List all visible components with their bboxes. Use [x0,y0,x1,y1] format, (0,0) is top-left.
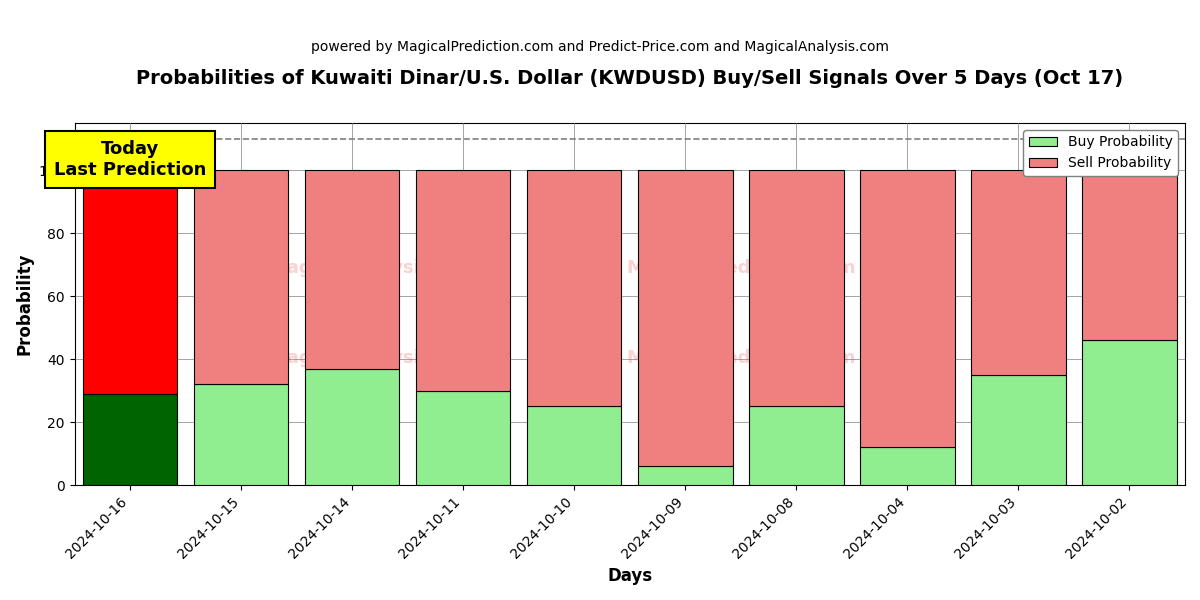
Bar [416,170,510,391]
Bar [971,170,1066,375]
Text: MagicalAnalysis.com: MagicalAnalysis.com [270,259,479,277]
Bar [860,170,955,448]
Bar [194,385,288,485]
Bar [860,448,955,485]
Text: MagicalPrediction.com: MagicalPrediction.com [626,259,856,277]
Bar [749,406,844,485]
Bar [83,170,178,394]
Bar [83,394,178,485]
Bar [638,466,732,485]
Text: MagicalAnalysis.com: MagicalAnalysis.com [270,349,479,367]
Title: Probabilities of Kuwaiti Dinar/U.S. Dollar (KWDUSD) Buy/Sell Signals Over 5 Days: Probabilities of Kuwaiti Dinar/U.S. Doll… [137,69,1123,88]
Bar [194,170,288,385]
Text: Today
Last Prediction: Today Last Prediction [54,140,206,179]
Bar [416,391,510,485]
Bar [1082,170,1177,340]
Bar [527,170,622,406]
Legend: Buy Probability, Sell Probability: Buy Probability, Sell Probability [1024,130,1178,176]
X-axis label: Days: Days [607,567,653,585]
Bar [971,375,1066,485]
Bar [305,170,400,368]
Text: MagicalPrediction.com: MagicalPrediction.com [626,349,856,367]
Bar [638,170,732,466]
Bar [527,406,622,485]
Bar [749,170,844,406]
Bar [305,368,400,485]
Bar [1082,340,1177,485]
Y-axis label: Probability: Probability [16,253,34,355]
Text: powered by MagicalPrediction.com and Predict-Price.com and MagicalAnalysis.com: powered by MagicalPrediction.com and Pre… [311,40,889,54]
